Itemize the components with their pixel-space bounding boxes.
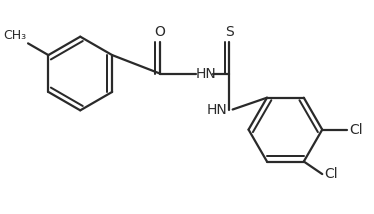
Text: Cl: Cl xyxy=(324,167,337,181)
Text: CH₃: CH₃ xyxy=(3,29,27,42)
Text: O: O xyxy=(154,25,165,39)
Text: HN: HN xyxy=(196,67,217,80)
Text: S: S xyxy=(225,25,234,39)
Text: Cl: Cl xyxy=(349,123,363,137)
Text: HN: HN xyxy=(207,103,228,116)
